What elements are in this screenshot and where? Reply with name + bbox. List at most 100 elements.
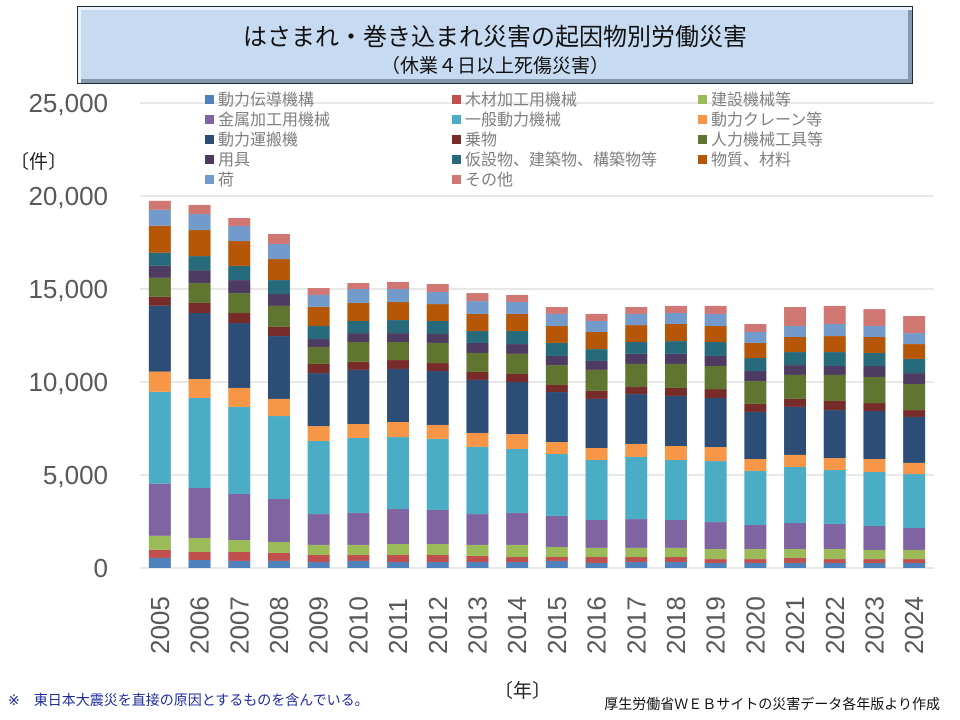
bar-segment [625,325,648,343]
x-tick-label: 2013 [462,596,492,654]
bar-segment [148,535,171,550]
x-tick-label: 2022 [820,596,850,654]
bar-segment [387,421,410,438]
bar-segment [347,342,370,362]
bar-segment [387,289,410,303]
bar-segment [347,302,370,321]
legend-swatch [205,155,214,164]
x-axis-unit-label: 〔年〕 [494,680,552,702]
legend-label: 用具 [218,150,250,169]
bar-segment [347,320,370,334]
bar-segment [307,326,330,340]
bar-segment [704,355,727,367]
bar-segment [188,283,211,303]
bar-segment [466,432,489,447]
bar-segment [307,554,330,563]
legend-swatch [698,115,707,124]
bar-segment [664,312,687,324]
bar-segment [585,520,608,548]
bar-segment [426,342,449,364]
bar-segment [347,554,370,561]
bar-segment [228,406,251,494]
bar-stack-2019 [704,305,727,568]
bar-stack-2007 [228,217,251,568]
bar-segment [664,445,687,460]
bar-segment [704,305,727,314]
bar-segment [466,371,489,380]
bar-segment [863,376,886,404]
x-tick-label: 2021 [780,596,810,654]
bar-segment [903,462,926,475]
bar-segment [267,552,290,561]
bar-segment [744,323,767,332]
bar-segment [347,424,370,438]
bar-segment [506,353,529,375]
bar-segment [744,562,767,568]
bar-segment [784,398,807,407]
bar-segment [466,313,489,332]
bar-segment [506,562,529,568]
bar-segment [545,442,568,454]
y-tick-label: 0 [94,553,108,583]
bar-stack-2005 [148,200,171,568]
bar-segment [267,498,290,542]
bar-segment [625,456,648,520]
bar-segment [625,519,648,548]
bar-segment [466,555,489,563]
bar-segment [426,562,449,568]
bar-segment [426,320,449,335]
chart-title: はさまれ・巻き込まれ災害の起因物別労働災害 [243,23,747,51]
x-tick-label: 2008 [264,596,294,654]
bar-segment [784,549,807,558]
bar-segment [823,559,846,563]
x-tick-label: 2007 [224,596,254,654]
bar-segment [466,342,489,353]
bar-segment [784,307,807,327]
bar-segment [188,302,211,313]
bar-segment [148,209,171,226]
bar-segment [664,305,687,313]
x-tick-label: 2024 [899,596,929,654]
bar-segment [903,344,926,359]
bar-stack-2014 [506,294,529,568]
bar-segment [506,448,529,513]
bar-segment [823,469,846,524]
bar-segment [426,509,449,545]
legend-label: その他 [465,170,513,189]
bar-segment [267,305,290,327]
bar-segment [664,363,687,388]
bar-segment [347,289,370,303]
bar-stack-2024 [903,315,926,568]
x-tick-label: 2016 [582,596,612,654]
bar-stack-2018 [664,305,687,568]
bar-segment [585,390,608,399]
bar-segment [903,333,926,345]
bar-segment [267,398,290,417]
legend-item: 金属加工用機械 [205,110,330,129]
bar-segment [466,514,489,545]
bar-segment [267,336,290,399]
bar-segment [307,426,330,441]
bar-segment [585,557,608,563]
bar-segment [188,552,211,561]
bar-segment [545,355,568,366]
bar-segment [863,459,886,473]
bar-segment [784,467,807,523]
bar-segment [744,342,767,359]
legend-swatch [698,135,707,144]
bar-segment [228,293,251,313]
bar-segment [148,557,171,568]
bar-stack-2009 [307,288,330,568]
bar-segment [823,549,846,560]
bar-segment [426,438,449,510]
legend-label: 乗物 [465,130,497,149]
bar-segment [267,541,290,553]
legend-label: 仮設物、建築物、構築物等 [465,150,657,169]
y-tick-label: 25,000 [28,88,108,118]
legend-swatch [205,135,214,144]
bar-segment [148,549,171,558]
bar-segment [506,382,529,435]
bar-segment [664,353,687,364]
x-tick-label: 2023 [859,596,889,654]
bar-segment [148,371,171,392]
